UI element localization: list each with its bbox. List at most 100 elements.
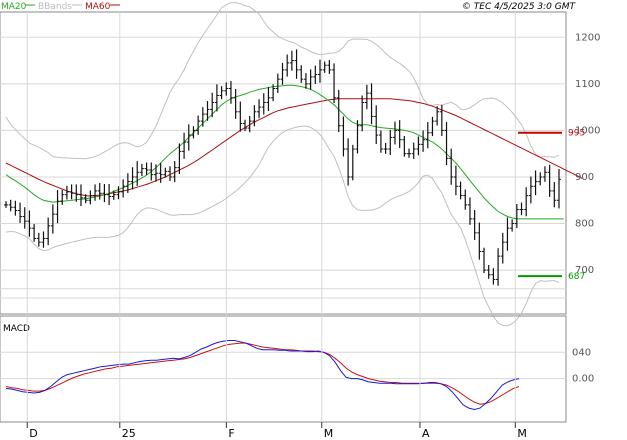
ohlc-bar <box>547 164 552 197</box>
ohlc-bar <box>435 106 440 126</box>
ohlc-bar <box>369 83 374 125</box>
ohlc-bar <box>303 73 308 89</box>
ohlc-bar <box>313 65 318 84</box>
macd-signal-line <box>5 342 520 405</box>
ohlc-bar <box>46 217 51 246</box>
legend: MA20 BBands MA60 <box>1 2 120 12</box>
x-tick-label: M <box>324 427 334 440</box>
ohlc-bar <box>55 190 60 224</box>
copyright-text: © TEC 4/5/2025 3:0 GMT <box>462 2 577 12</box>
ohlc-bar <box>397 120 402 148</box>
ma60-line <box>5 98 583 197</box>
ohlc-bar <box>191 126 196 139</box>
ohlc-bar <box>542 166 547 182</box>
price-y-ticks: 700 800 900 1000 1100 1200 <box>575 32 600 276</box>
ohlc-bar <box>121 179 126 198</box>
macd-grid <box>0 351 566 380</box>
ohlc-bar <box>463 189 468 210</box>
ohlc-bar <box>402 135 407 157</box>
macd-panel: MACD 0.00 040 <box>0 315 594 423</box>
ohlc-bar <box>299 65 304 83</box>
ohlc-bar <box>449 148 454 185</box>
ohlc-bar <box>491 268 496 285</box>
macd-panel-frame <box>0 315 567 423</box>
ohlc-bar <box>355 120 360 154</box>
ohlc-bar <box>505 217 510 251</box>
macd-title: MACD <box>3 324 30 334</box>
ohlc-bar <box>4 201 8 208</box>
ohlc-bar <box>538 172 543 186</box>
price-panel: 995 687 700 800 900 1000 1100 1200 <box>0 2 600 327</box>
ohlc-bar <box>252 105 257 127</box>
ohlc-bar <box>261 93 266 115</box>
bollinger-lower-line <box>5 125 560 327</box>
macd-y-tick-label: 040 <box>572 347 591 358</box>
ohlc-bar <box>510 219 515 232</box>
ohlc-bar <box>486 264 491 279</box>
ohlc-bar <box>378 130 383 153</box>
ohlc-bar <box>69 184 74 200</box>
legend-ma20: MA20 <box>1 2 27 12</box>
ohlc-bar <box>407 148 412 158</box>
level-label-687: 687 <box>568 272 585 282</box>
ohlc-bar <box>83 194 88 204</box>
ohlc-bar <box>8 199 13 212</box>
ohlc-bar <box>317 59 322 83</box>
ohlc-bar <box>64 185 69 200</box>
ohlc-bar <box>439 104 444 136</box>
ohlc-bar <box>421 130 426 152</box>
x-tick-label: D <box>29 427 37 440</box>
ohlc-bar <box>275 73 280 93</box>
ohlc-bar <box>364 84 369 110</box>
ohlc-bar <box>116 186 121 200</box>
ohlc-bar <box>322 61 327 73</box>
ohlc-bar <box>557 169 561 209</box>
price-grid <box>0 12 566 314</box>
ohlc-bar <box>107 183 112 206</box>
price-y-tick-label: 700 <box>575 265 594 276</box>
price-y-tick-label: 1000 <box>575 125 600 136</box>
ohlc-bar <box>496 248 501 286</box>
ohlc-bar <box>346 138 351 186</box>
ohlc-bar <box>168 166 173 182</box>
ohlc-bar <box>289 50 294 71</box>
price-panel-frame <box>0 11 567 315</box>
ohlc-bar <box>177 143 182 174</box>
ohlc-bar <box>383 142 388 154</box>
ohlc-bar <box>430 116 435 137</box>
ohlc-bar <box>13 200 18 216</box>
ohlc-bar <box>425 122 430 149</box>
ohlc-bar <box>93 184 98 201</box>
legend-ma60: MA60 <box>85 2 111 12</box>
price-y-tick-label: 800 <box>575 219 594 230</box>
price-levels: 995 687 <box>518 129 585 282</box>
ohlc-bar <box>50 204 55 234</box>
x-tick-label: 25 <box>122 427 136 440</box>
ohlc-bar <box>266 87 271 112</box>
ohlc-bar <box>125 173 130 193</box>
ohlc-bar <box>111 190 116 200</box>
ohlc-bar <box>327 60 332 74</box>
ohlc-bar <box>416 136 421 156</box>
ohlc-bar <box>22 207 27 229</box>
price-y-tick-label: 1200 <box>575 32 600 43</box>
legend-bbands: BBands <box>38 2 72 12</box>
ohlc-bar <box>388 129 393 155</box>
ohlc-bar <box>153 164 158 182</box>
ohlc-bar <box>271 84 276 102</box>
ohlc-bar <box>482 247 487 274</box>
bollinger-bands <box>5 2 560 327</box>
x-tick-label: M <box>517 427 527 440</box>
ohlc-bar <box>144 162 149 175</box>
ohlc-bar <box>36 232 41 247</box>
level-label-995: 995 <box>568 129 585 139</box>
ohlc-bar <box>27 210 32 237</box>
ma20-line <box>5 84 564 220</box>
ohlc-bar <box>411 142 416 159</box>
ohlc-bar <box>233 88 238 119</box>
ohlc-bar <box>285 54 290 77</box>
ohlc-bar <box>60 190 65 205</box>
ohlc-bar <box>257 99 262 119</box>
ohlc-bar <box>219 86 224 100</box>
